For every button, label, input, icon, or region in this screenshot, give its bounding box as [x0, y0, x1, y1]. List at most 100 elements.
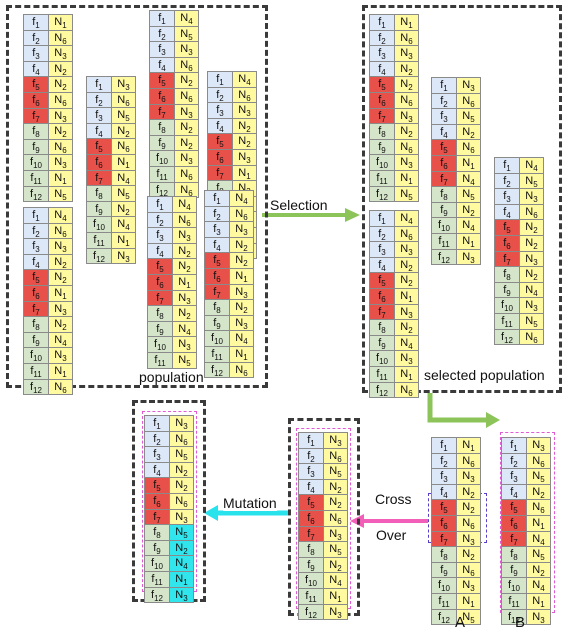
- gene-value-cell: N2: [169, 539, 194, 557]
- gene-value-cell: N3: [172, 227, 197, 244]
- gene-row: f7 N3: [494, 250, 545, 268]
- feature-cell: f11: [369, 365, 395, 383]
- gene-row: f9 N6: [23, 138, 74, 156]
- gene-row: f6 N1: [23, 284, 74, 302]
- feature-cell: f5: [298, 494, 324, 511]
- gene-value-cell: N6: [111, 91, 136, 109]
- feature-cell: f8: [369, 319, 395, 336]
- gene-row: f5 N6: [501, 499, 552, 516]
- down-arrow-head: [486, 412, 500, 428]
- gene-row: f8 N5: [501, 546, 552, 563]
- feature-cell: f1: [431, 77, 457, 94]
- feature-cell: f1: [207, 71, 233, 88]
- gene-row: f7 N4: [501, 530, 552, 548]
- feature-cell: f12: [23, 378, 49, 396]
- gene-value-cell: N6: [172, 211, 197, 229]
- gene-value-cell: N4: [526, 530, 551, 548]
- gene-row: f5 N2: [369, 272, 420, 289]
- feature-cell: f9: [298, 556, 324, 574]
- feature-cell: f3: [298, 463, 324, 480]
- gene-value-cell: N3: [519, 250, 544, 268]
- feature-cell: f9: [204, 314, 230, 332]
- gene-value-cell: N1: [456, 154, 481, 172]
- gene-value-cell: N3: [174, 150, 199, 167]
- gene-row: f5 N6: [86, 138, 137, 155]
- feature-cell: f5: [144, 477, 170, 494]
- gene-value-cell: N4: [456, 170, 481, 188]
- gene-value-cell: N1: [394, 14, 419, 31]
- feature-cell: f8: [298, 541, 324, 558]
- gene-row: f8 N5: [431, 186, 482, 203]
- gene-row: f12 N6: [494, 328, 545, 346]
- gene-value-cell: N2: [229, 236, 254, 254]
- feature-cell: f8: [23, 316, 49, 333]
- gene-value-cell: N2: [174, 134, 199, 152]
- gene-value-cell: N2: [456, 546, 481, 563]
- chromosome-parent-b: f1 N3 f2 N6 f3 N5 f4 N2 f5 N6 f6 N1 f7 N4 f8 N5 f9 N2 f10 N…: [501, 437, 552, 626]
- feature-cell: f3: [494, 188, 520, 205]
- gene-value-cell: N4: [111, 216, 136, 233]
- gene-row: f6 N1: [501, 514, 552, 532]
- gene-value-cell: N1: [229, 267, 254, 285]
- gene-row: f7 N3: [23, 107, 74, 125]
- gene-value-cell: N5: [169, 446, 194, 463]
- gene-value-cell: N6: [48, 378, 73, 396]
- feature-cell: f11: [501, 592, 527, 610]
- gene-value-cell: N2: [111, 200, 136, 218]
- gene-value-cell: N2: [394, 60, 419, 78]
- gene-value-cell: N6: [456, 452, 481, 470]
- gene-row: f10 N3: [23, 154, 74, 171]
- gene-value-cell: N2: [48, 316, 73, 333]
- gene-value-cell: N6: [394, 29, 419, 47]
- feature-cell: f3: [207, 102, 233, 119]
- feature-cell: f10: [149, 150, 175, 167]
- gene-value-cell: N6: [323, 509, 348, 527]
- gene-value-cell: N2: [229, 299, 254, 316]
- feature-cell: f2: [86, 91, 112, 109]
- gene-value-cell: N3: [394, 303, 419, 321]
- gene-value-cell: N5: [169, 524, 194, 541]
- gene-row: f9 N2: [298, 556, 349, 574]
- gene-value-cell: N2: [456, 201, 481, 219]
- gene-value-cell: N1: [48, 14, 73, 31]
- gene-row: f7 N3: [369, 303, 420, 321]
- gene-row: f6 N1: [86, 153, 137, 171]
- gene-row: f7 N3: [149, 103, 200, 121]
- feature-cell: f2: [431, 452, 457, 470]
- feature-cell: f11: [431, 232, 457, 250]
- feature-cell: f10: [86, 216, 112, 233]
- population-label: population: [139, 369, 204, 385]
- feature-cell: f2: [207, 86, 233, 104]
- gene-row: f1 N4: [204, 190, 255, 207]
- gene-row: f4 N2: [431, 483, 482, 501]
- gene-value-cell: N5: [323, 541, 348, 558]
- gene-row: f7 N4: [431, 170, 482, 188]
- gene-row: f2 N6: [23, 29, 74, 47]
- gene-value-cell: N3: [169, 508, 194, 526]
- gene-value-cell: N3: [456, 577, 481, 594]
- gene-row: f10 N3: [149, 150, 200, 167]
- gene-value-cell: N6: [394, 138, 419, 156]
- feature-cell: f3: [501, 468, 527, 485]
- feature-cell: f8: [86, 185, 112, 202]
- gene-value-cell: N3: [232, 148, 257, 166]
- feature-cell: f2: [204, 205, 230, 223]
- feature-cell: f11: [149, 165, 175, 183]
- feature-cell: f5: [431, 499, 457, 516]
- gene-value-cell: N2: [172, 258, 197, 275]
- gene-row: f10 N4: [86, 216, 137, 233]
- selection-arrow-head: [345, 208, 360, 222]
- gene-row: f1 N3: [298, 432, 349, 449]
- gene-value-cell: N1: [48, 284, 73, 302]
- gene-value-cell: N2: [232, 133, 257, 150]
- gene-value-cell: N1: [172, 273, 197, 291]
- gene-row: f3 N3: [431, 468, 482, 485]
